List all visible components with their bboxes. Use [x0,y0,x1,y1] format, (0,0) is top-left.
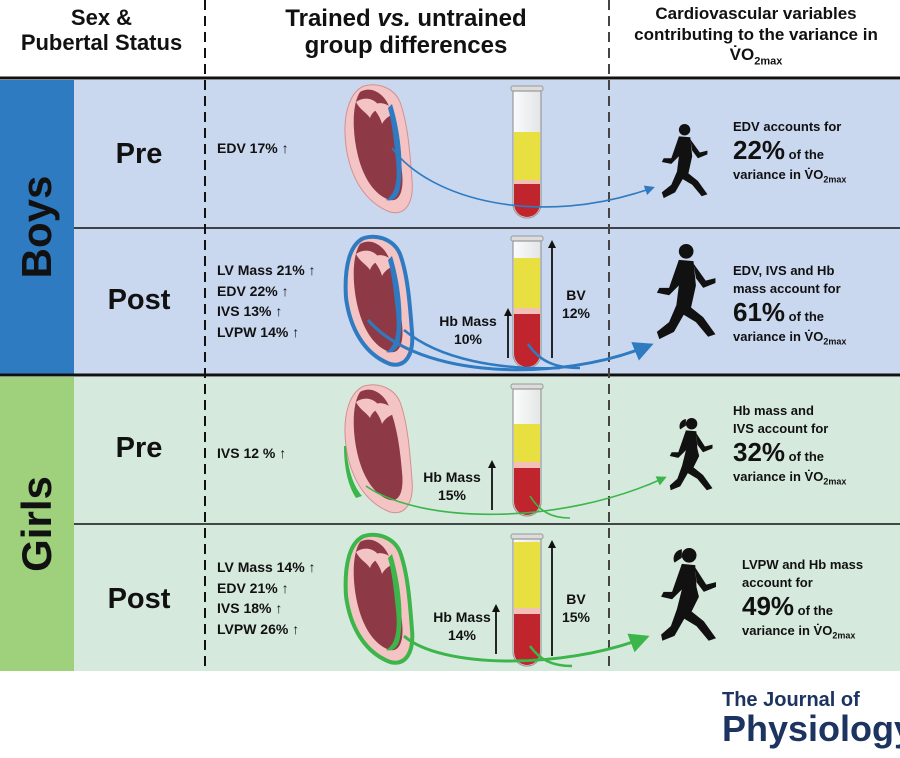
runner-female-icon [669,418,713,491]
difference-item: IVS 12 % ↑ [217,445,287,461]
heart-icon [344,84,413,214]
percent-value: 22% [733,135,786,166]
girls-pre-hb-mass-label: Hb Mass 15% [423,469,481,504]
percent-value: 32% [733,437,786,468]
boys-pre-differences: EDV 17% ↑ [217,138,357,159]
difference-item: EDV 17% ↑ [217,140,289,156]
heart-icon [343,234,415,367]
percent-value: 49% [742,591,795,622]
girls-side-bar: Girls [0,377,74,671]
girls-pre-differences: IVS 12 % ↑ [217,443,357,464]
blood-tube-icon [510,533,544,667]
girls-hb-mass-label: Hb Mass 14% [433,609,491,644]
difference-item: LVPW 26% ↑ [217,621,300,638]
difference-item: EDV 22% ↑ [217,282,289,299]
girls-post-differences: LV Mass 14% ↑ EDV 21% ↑ IVS 18% ↑ LVPW 2… [217,557,357,640]
girls-post-result: LVPW and Hb mass account for 49% of the … [742,557,864,641]
header-sex-pubertal-status: Sex & Pubertal Status [0,5,203,55]
boys-pre-stage: Pre [115,138,163,170]
girls-post-arrow-main [403,633,650,663]
difference-item: LV Mass 14% ↑ [217,559,316,575]
boys-post-arrow-hb [526,343,581,370]
boys-pre-result: EDV accounts for 22% of the variance in … [733,119,847,185]
girls-pre-stage: Pre [115,432,163,464]
header-group-differences: Trained vs. untrained group differences [206,5,606,60]
journal-logo: The Journal of Physiology [722,689,900,749]
girls-pre-result: Hb mass and IVS account for 32% of the v… [733,403,847,487]
girls-post-stage: Post [107,583,171,615]
runner-female-icon [661,548,716,641]
header-pubertal-line: Pubertal Status [20,29,183,55]
boys-post-arrow-ivs [403,329,561,370]
difference-item: IVS 13% ↑ [217,303,283,320]
boys-band [0,80,900,374]
difference-item: IVS 18% ↑ [217,600,283,617]
blood-tube-icon [510,85,544,219]
girls-pre-arrow-hb [529,495,571,519]
header-cardiovascular-variables: Cardiovascular variables contributing to… [634,4,878,68]
girls-pre-arrow [365,476,667,516]
boys-post-result: EDV, IVS and Hb mass account for 61% of … [733,263,847,347]
girls-post-arrow-hb [528,645,573,668]
boys-post-differences: LV Mass 21% ↑ EDV 22% ↑ IVS 13% ↑ LVPW 1… [217,260,357,343]
boys-post-stage: Post [107,284,171,316]
boys-bv-label: BV 12% [561,287,591,322]
runner-male-icon [656,244,716,340]
blood-tube-icon [510,235,544,369]
header-sex-line: Sex & [70,5,133,30]
difference-item: LVPW 14% ↑ [217,324,300,341]
header-trained-line: Trained vs. untrained [285,5,527,32]
runner-male-icon [661,124,708,199]
boys-pre-arrow [391,147,655,208]
difference-item: LV Mass 21% ↑ [217,262,316,278]
header-group-differences-line: group differences [304,31,508,59]
heart-icon [343,532,415,665]
heart-icon [344,384,413,514]
blood-tube-icon [510,383,544,517]
percent-value: 61% [733,297,786,328]
boys-side-bar: Boys [0,80,74,374]
boys-hb-mass-label: Hb Mass 10% [439,313,497,348]
boys-post-arrow-main [366,319,654,372]
difference-item: EDV 21% ↑ [217,579,289,596]
girls-bv-label: BV 15% [561,591,591,626]
